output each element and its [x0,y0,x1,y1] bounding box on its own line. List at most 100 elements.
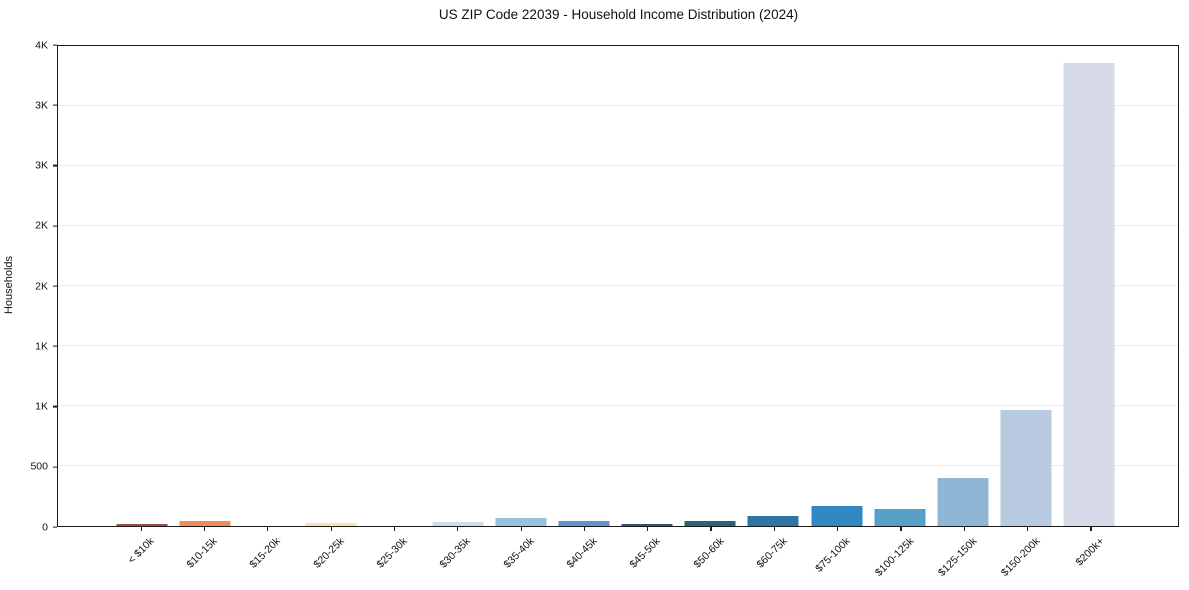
y-tick-label: 2K [35,279,48,292]
x-tick-label: $75-100k [813,535,853,575]
x-tick-slot: < $10k [109,527,172,589]
bar-$50-60k [684,521,736,526]
y-tick-mark [53,225,57,227]
x-tick-label: $15-20k [247,535,284,571]
x-tick-label: $25-30k [374,535,410,571]
gridline [58,165,1178,166]
bar-$200k+ [1063,63,1115,526]
y-tick-label: 1K [35,340,48,352]
y-tick-label: 1K [35,400,48,413]
y-axis: 0 500 1K 1K 2K 2K 3K 3K 4K [0,40,57,532]
x-tick-mark [267,527,269,531]
x-tick-slot: $35-40k [489,527,552,589]
bar-$125-150k [937,477,989,526]
x-tick-label: $60-75k [754,535,790,571]
x-tick-slot: $200k+ [1059,527,1122,589]
y-tick-label: 4K [35,38,48,51]
bar-$150-200k [1000,410,1052,526]
y-tick-mark [53,466,57,468]
plot-area [57,45,1179,527]
bar-$30-35k [432,522,484,526]
gridline [58,225,1178,226]
x-tick-mark [1027,527,1029,531]
bar-slot [363,46,426,526]
y-tick-label: 0 [42,520,48,533]
x-tick-slot: $50-60k [679,527,742,589]
x-tick-mark [963,527,965,531]
y-tick-label: 500 [30,460,48,473]
x-tick-label: $100-125k [872,535,917,579]
x-axis: < $10k $10-15k $15-20k $20-25k $25-30k $30-35… [57,527,1179,589]
bar-slot [300,46,363,526]
x-tick-mark [393,527,396,531]
gridline [58,105,1178,106]
bars-container [58,46,1178,526]
x-tick-slot: $75-100k [805,527,868,589]
y-tick-mark [53,44,57,46]
bar-slot [742,46,805,526]
x-tick-label: $10-15k [184,535,220,571]
bar-slot [1058,46,1121,526]
bar-slot [931,46,994,526]
x-tick-slot: $60-75k [742,527,805,589]
bar-slot [236,46,299,526]
bar-$35-40k [495,518,547,526]
x-tick-mark [773,527,775,531]
bar-slot [489,46,552,526]
y-tick-label: 3K [35,159,48,172]
x-tick-mark [1090,527,1092,531]
x-tick-mark [203,527,206,531]
x-tick-mark [647,527,649,531]
bar-slot [173,46,236,526]
x-tick-slot: $10-15k [172,527,235,589]
bar-slot [995,46,1058,526]
bar-$75-100k [811,506,863,526]
x-tick-label: $45-50k [627,535,663,571]
gridline [58,285,1178,286]
x-tick-label: $125-150k [935,535,980,579]
x-tick-mark [710,527,712,531]
bar-$60-75k [747,515,799,526]
x-tick-label: < $10k [125,535,157,567]
y-tick-mark [53,526,57,528]
x-tick-label: $40-45k [564,535,600,571]
x-tick-mark [140,527,142,531]
x-ticks-container: < $10k $10-15k $15-20k $20-25k $25-30k $30-35… [57,527,1179,589]
x-tick-slot: $15-20k [236,527,299,589]
bar-$100-125k [874,509,926,526]
y-tick-mark [53,104,57,106]
x-tick-mark [837,527,839,531]
gridline [58,465,1178,466]
x-tick-slot: $100-125k [869,527,932,589]
x-tick-mark [457,527,459,531]
bar-$45-50k [621,523,673,526]
bar-slot [805,46,868,526]
gridline [58,345,1178,346]
x-tick-label: $35-40k [500,535,537,571]
bar-slot [679,46,742,526]
x-tick-mark [900,527,902,531]
x-tick-label: $20-25k [311,535,347,571]
y-tick-label: 3K [35,99,48,111]
y-tick-label: 2K [35,219,48,232]
y-tick-mark [53,164,57,167]
bar-slot [426,46,489,526]
bar-$40-45k [558,520,610,526]
x-tick-slot: $25-30k [362,527,425,589]
x-tick-mark [583,527,586,531]
bar-slot [552,46,615,526]
x-tick-label: $30-35k [437,535,473,571]
x-tick-mark [520,527,522,531]
x-tick-slot: $150-200k [995,527,1058,589]
x-tick-slot: $45-50k [616,527,679,589]
x-tick-label: $200k+ [1073,535,1107,569]
x-tick-slot: $20-25k [299,527,362,589]
gridline [58,405,1178,406]
y-tick-mark [53,285,57,287]
chart-title: US ZIP Code 22039 - Household Income Dis… [438,7,799,22]
bar-$20-25k [305,522,357,526]
x-tick-slot: $40-45k [552,527,615,589]
y-tick-mark [53,345,57,347]
x-tick-slot: $30-35k [426,527,489,589]
